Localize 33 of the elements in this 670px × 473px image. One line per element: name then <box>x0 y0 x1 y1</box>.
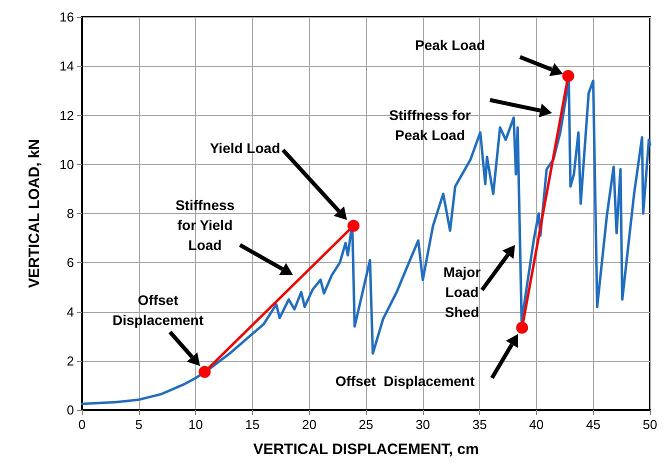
x-tick-label: 0 <box>78 417 86 432</box>
x-tick-label: 25 <box>358 417 374 432</box>
point <box>348 220 360 232</box>
annotation: Offset Displacement <box>335 373 475 389</box>
y-tick-label: 16 <box>60 10 74 24</box>
x-tick-label: 5 <box>135 417 142 432</box>
annotation: Yield Load <box>210 140 280 156</box>
annotation: Offset Displacement <box>112 292 204 328</box>
annotation: Major Load Shed <box>443 264 482 320</box>
y-tick-label: 6 <box>66 255 74 270</box>
y-tick-label: 2 <box>66 353 74 368</box>
x-tick-label: 35 <box>472 417 487 432</box>
y-tick-label: 12 <box>60 108 74 123</box>
y-tick-label: 0 <box>66 402 74 418</box>
x-tick-label: 50 <box>642 417 658 432</box>
y-tick-label: 8 <box>66 206 74 221</box>
annotation: Peak Load <box>414 37 486 53</box>
point <box>516 322 528 334</box>
annotation: Stiffness for Yield Load <box>175 197 235 253</box>
point <box>198 366 211 378</box>
y-tick-label: 4 <box>66 304 74 320</box>
x-tick-label: 15 <box>245 417 260 432</box>
y-tick-label: 10 <box>60 156 74 172</box>
x-tick-label: 30 <box>416 417 430 432</box>
x-tick-label: 40 <box>529 417 544 432</box>
x-tick-label: 10 <box>188 417 203 432</box>
annotation: Stiffness for Peak Load <box>389 107 472 143</box>
x-axis-title: VERTICAL DISPLACEMENT, cm <box>253 441 479 458</box>
x-tick-label: 20 <box>302 417 316 432</box>
y-axis-title: VERTICAL LOAD, kN <box>26 139 43 288</box>
y-tick-label: 14 <box>60 58 74 74</box>
point <box>562 70 574 82</box>
x-tick-label: 45 <box>586 417 600 432</box>
